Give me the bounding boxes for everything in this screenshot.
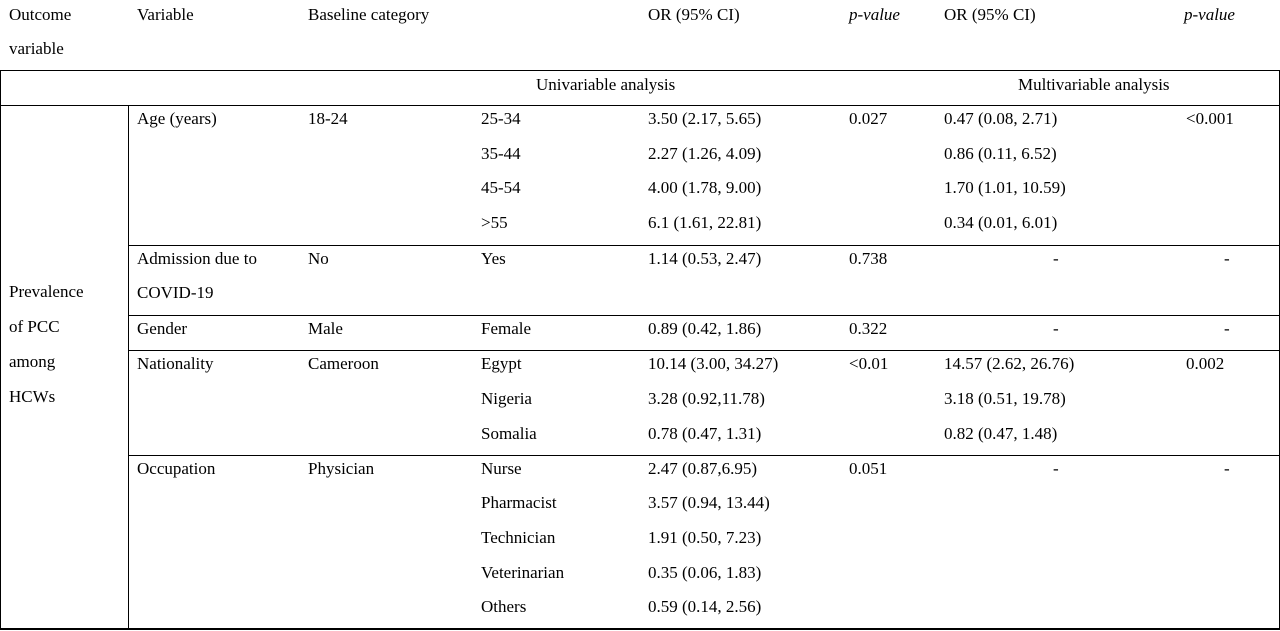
nationality-variable: Nationality (137, 354, 214, 373)
rule-header-bottom (0, 70, 1280, 71)
nationality-or-multivariable: 14.57 (2.62, 26.76) (944, 354, 1075, 373)
header-or-univariable: OR (95% CI) (648, 5, 740, 24)
admission-category: Yes (481, 249, 506, 268)
age-or-univariable: 4.00 (1.78, 9.00) (648, 178, 762, 197)
age-or-univariable: 3.50 (2.17, 5.65) (648, 109, 762, 128)
age-p-multivariable: <0.001 (1186, 109, 1234, 128)
header-outcome-line1: Outcome (9, 5, 72, 24)
nationality-p-multivariable: 0.002 (1186, 354, 1225, 373)
rule-admission-bottom (128, 315, 1280, 316)
outcome-label-line4: HCWs (9, 387, 56, 406)
nationality-or-multivariable: 0.82 (0.47, 1.48) (944, 424, 1058, 443)
nationality-baseline: Cameroon (308, 354, 379, 373)
age-or-multivariable: 0.47 (0.08, 2.71) (944, 109, 1058, 128)
age-or-multivariable: 1.70 (1.01, 10.59) (944, 178, 1066, 197)
gender-or-univariable: 0.89 (0.42, 1.86) (648, 319, 762, 338)
occupation-or-univariable: 3.57 (0.94, 13.44) (648, 493, 770, 512)
nationality-category: Egypt (481, 354, 522, 373)
nationality-category: Nigeria (481, 389, 532, 408)
admission-variable-line1: Admission due to (137, 249, 257, 268)
admission-or-univariable: 1.14 (0.53, 2.47) (648, 249, 762, 268)
rule-age-bottom (128, 245, 1280, 246)
rule-outcome-divider (128, 105, 129, 629)
admission-p-univariable: 0.738 (849, 249, 888, 268)
occupation-or-univariable: 0.35 (0.06, 1.83) (648, 563, 762, 582)
outcome-label-line1: Prevalence (9, 282, 84, 301)
age-or-multivariable: 0.34 (0.01, 6.01) (944, 213, 1058, 232)
gender-p-univariable: 0.322 (849, 319, 888, 338)
occupation-or-multivariable: - (1053, 459, 1059, 478)
admission-baseline: No (308, 249, 329, 268)
occupation-category: Nurse (481, 459, 522, 478)
occupation-p-univariable: 0.051 (849, 459, 888, 478)
header-or-multivariable: OR (95% CI) (944, 5, 1036, 24)
occupation-or-univariable: 2.47 (0.87,6.95) (648, 459, 758, 478)
header-p-value-multivariable: p-value (1184, 5, 1235, 24)
age-or-univariable: 6.1 (1.61, 22.81) (648, 213, 762, 232)
outcome-label-line2: of PCC (9, 317, 60, 336)
gender-or-multivariable: - (1053, 319, 1059, 338)
rule-subheader-bottom (0, 105, 1280, 106)
header-p-value-univariable: p-value (849, 5, 900, 24)
age-p-univariable: 0.027 (849, 109, 888, 128)
occupation-baseline: Physician (308, 459, 375, 478)
age-variable: Age (years) (137, 109, 217, 128)
age-or-multivariable: 0.86 (0.11, 6.52) (944, 144, 1057, 163)
outcome-label-line3: among (9, 352, 56, 371)
nationality-or-univariable: 0.78 (0.47, 1.31) (648, 424, 762, 443)
admission-variable-line2: COVID-19 (137, 283, 214, 302)
rule-gender-bottom (128, 350, 1280, 351)
gender-p-multivariable: - (1224, 319, 1230, 338)
rule-table-bottom (0, 628, 1280, 630)
occupation-or-univariable: 0.59 (0.14, 2.56) (648, 597, 762, 616)
occupation-category: Technician (481, 528, 556, 547)
gender-category: Female (481, 319, 532, 338)
subheader-univariable: Univariable analysis (536, 75, 676, 94)
age-category: 45-54 (481, 178, 521, 197)
age-baseline: 18-24 (308, 109, 348, 128)
nationality-or-univariable: 10.14 (3.00, 34.27) (648, 354, 779, 373)
age-category: 35-44 (481, 144, 521, 163)
occupation-variable: Occupation (137, 459, 216, 478)
gender-variable: Gender (137, 319, 188, 338)
admission-p-multivariable: - (1224, 249, 1230, 268)
age-or-univariable: 2.27 (1.26, 4.09) (648, 144, 762, 163)
subheader-multivariable: Multivariable analysis (1018, 75, 1170, 94)
rule-table-left (0, 70, 1, 630)
age-category: >55 (481, 213, 508, 232)
admission-or-multivariable: - (1053, 249, 1059, 268)
header-outcome-line2: variable (9, 39, 64, 58)
rule-nationality-bottom (128, 455, 1280, 456)
nationality-category: Somalia (481, 424, 537, 443)
gender-baseline: Male (308, 319, 343, 338)
occupation-or-univariable: 1.91 (0.50, 7.23) (648, 528, 762, 547)
occupation-category: Others (481, 597, 527, 616)
nationality-or-multivariable: 3.18 (0.51, 19.78) (944, 389, 1066, 408)
header-baseline-category: Baseline category (308, 5, 430, 24)
occupation-category: Pharmacist (481, 493, 557, 512)
header-variable: Variable (137, 5, 194, 24)
nationality-p-univariable: <0.01 (849, 354, 889, 373)
age-category: 25-34 (481, 109, 521, 128)
occupation-category: Veterinarian (481, 563, 565, 582)
nationality-or-univariable: 3.28 (0.92,11.78) (648, 389, 765, 408)
occupation-p-multivariable: - (1224, 459, 1230, 478)
